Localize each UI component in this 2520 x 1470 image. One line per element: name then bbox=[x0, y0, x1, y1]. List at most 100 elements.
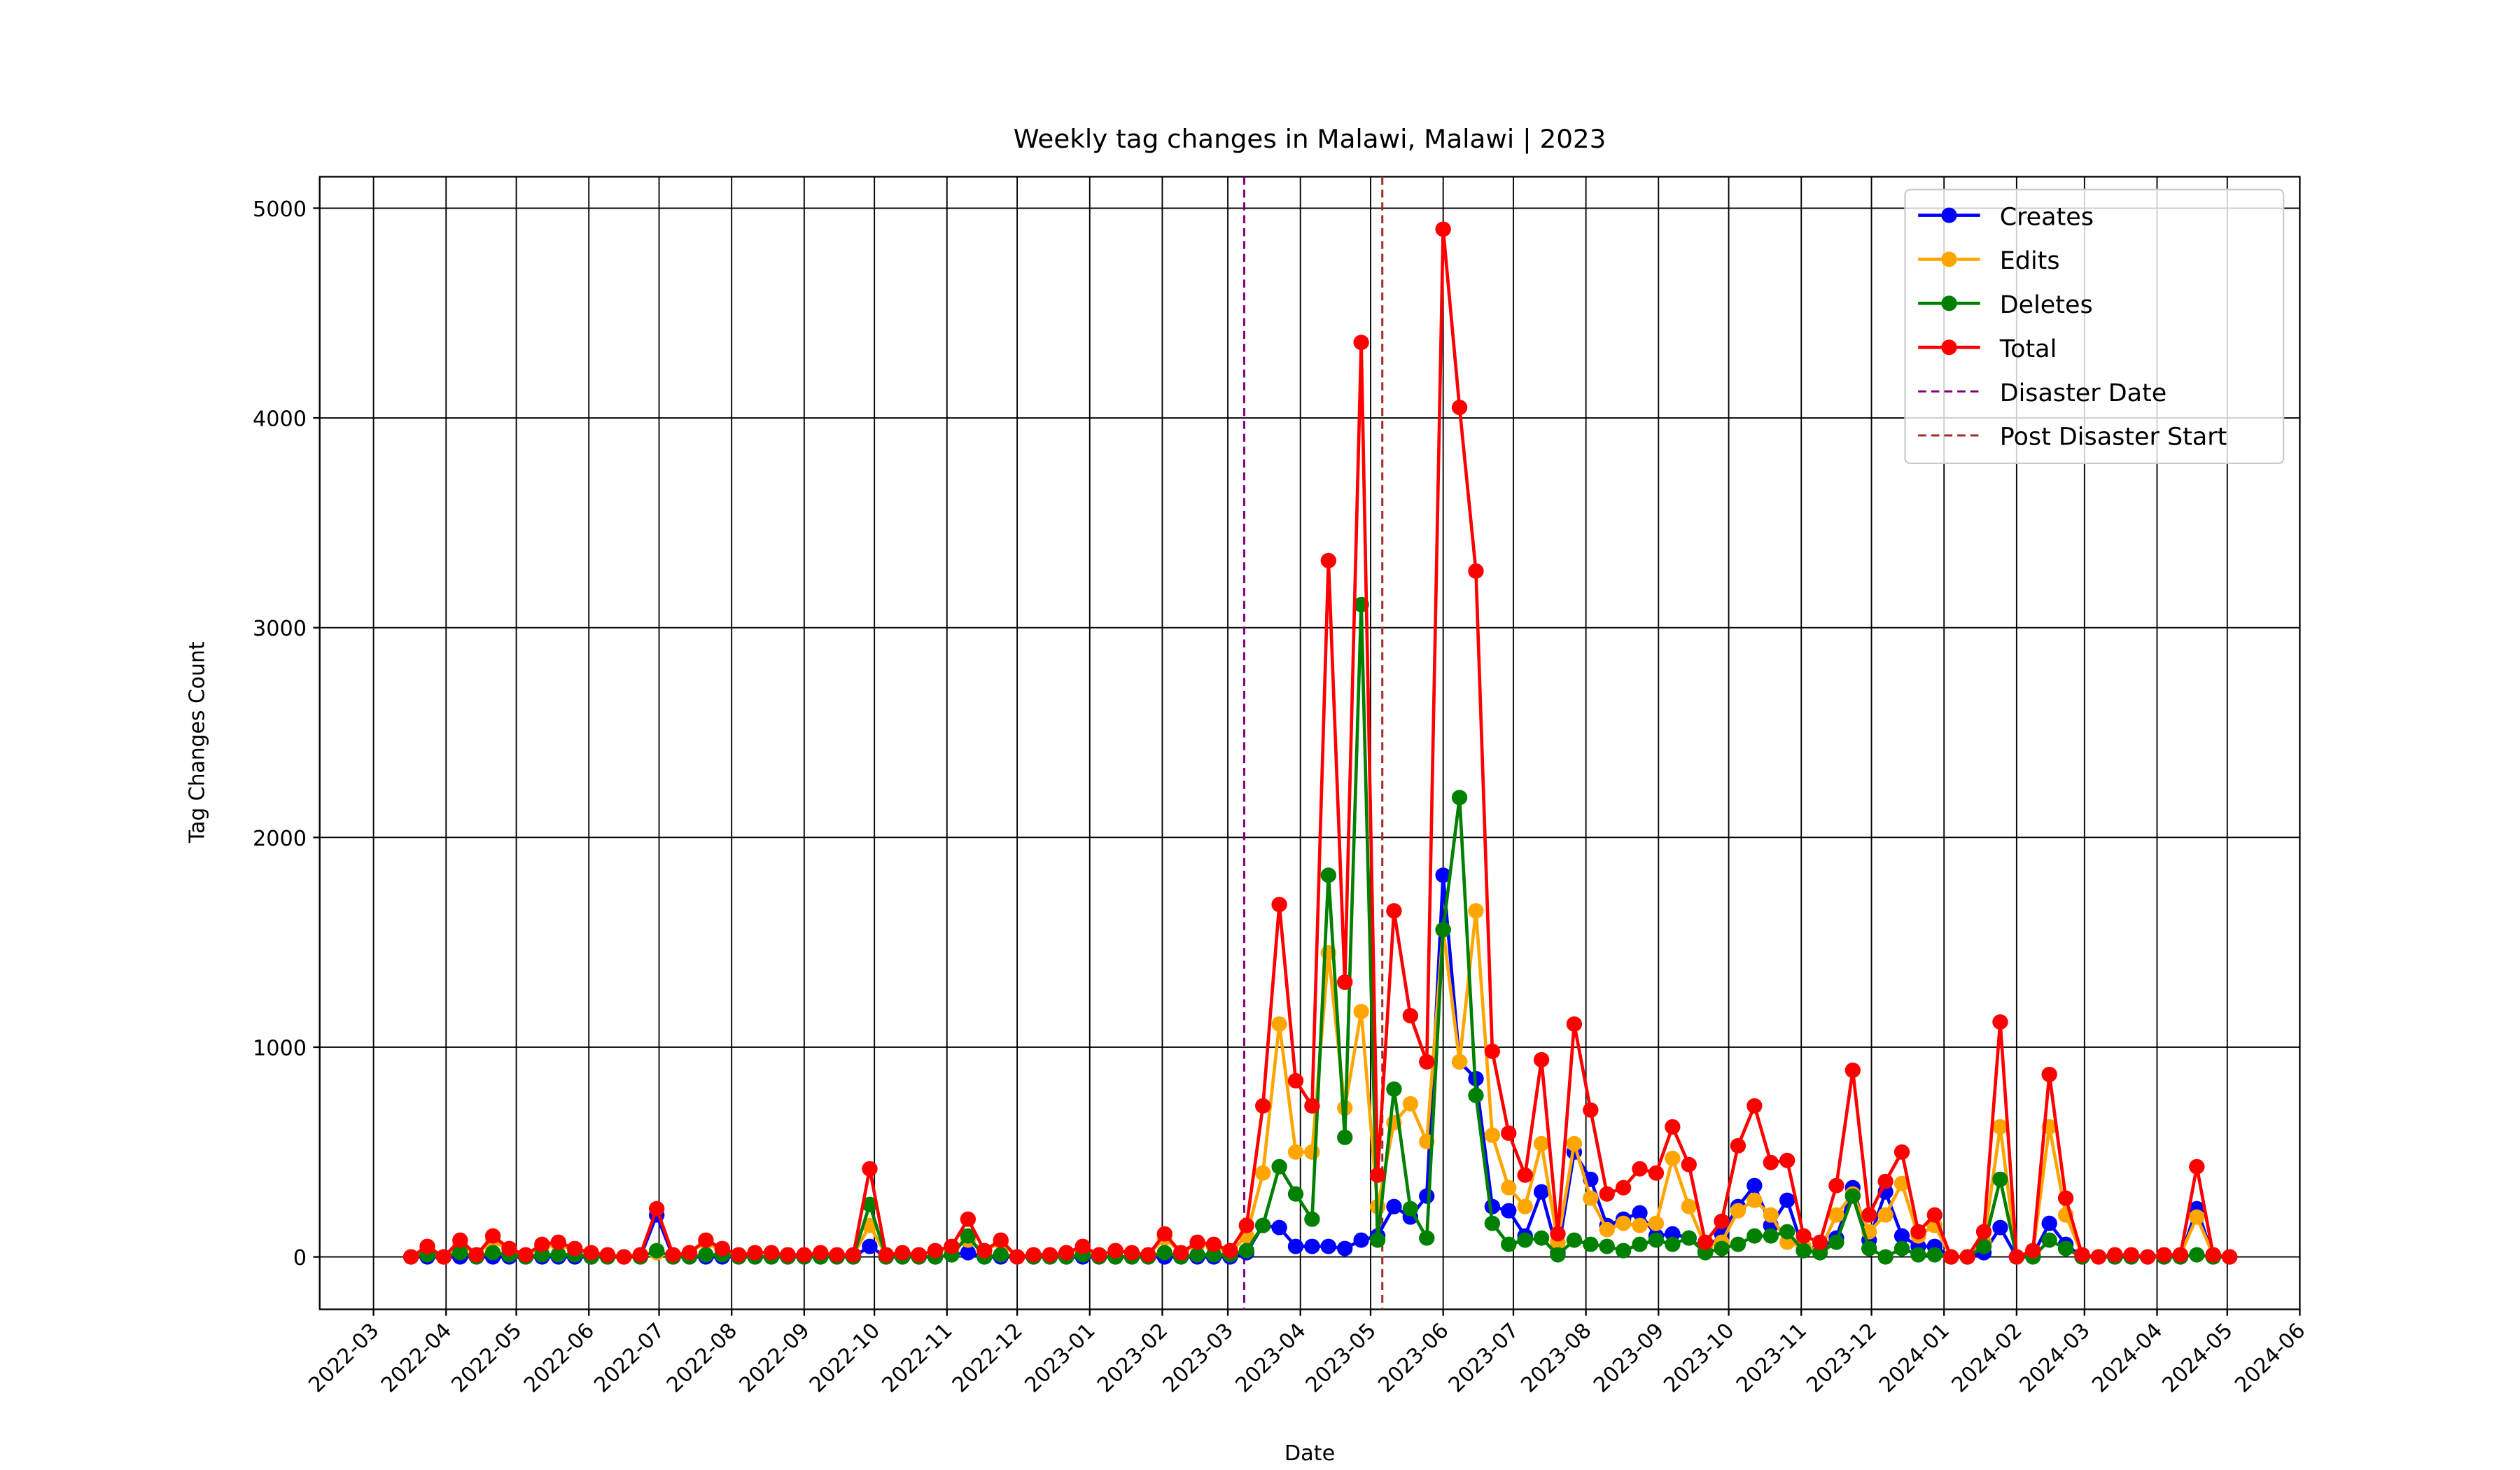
data-point bbox=[1353, 335, 1369, 351]
data-point bbox=[976, 1242, 993, 1259]
data-point bbox=[1893, 1228, 1910, 1244]
y-tick-label: 3000 bbox=[253, 617, 307, 641]
data-point bbox=[2189, 1158, 2205, 1175]
legend-label: Post Disaster Start bbox=[2000, 424, 2227, 451]
data-point bbox=[1304, 1144, 1320, 1160]
data-point bbox=[1665, 1150, 1681, 1166]
data-point bbox=[1271, 1219, 1287, 1236]
data-point bbox=[944, 1238, 960, 1254]
data-point bbox=[2057, 1190, 2074, 1206]
data-point bbox=[1304, 1238, 1320, 1254]
data-point bbox=[1304, 1098, 1320, 1114]
y-tick-label: 0 bbox=[293, 1246, 307, 1270]
data-point bbox=[1926, 1247, 1943, 1263]
data-point bbox=[1271, 1016, 1287, 1032]
data-point bbox=[1386, 1081, 1402, 1097]
data-point bbox=[1238, 1242, 1254, 1259]
data-point bbox=[468, 1247, 484, 1263]
data-point bbox=[1501, 1180, 1517, 1196]
legend-label: Creates bbox=[2000, 204, 2094, 232]
data-point bbox=[1533, 1230, 1550, 1246]
x-tick-label: 2022-09 bbox=[734, 1319, 814, 1398]
data-point bbox=[911, 1247, 927, 1263]
data-point bbox=[1484, 1127, 1501, 1143]
data-point bbox=[1648, 1215, 1665, 1231]
data-point bbox=[2123, 1247, 2139, 1263]
data-point bbox=[1763, 1228, 1779, 1244]
data-point bbox=[2041, 1066, 2057, 1082]
data-point bbox=[780, 1247, 796, 1263]
data-point bbox=[501, 1240, 517, 1256]
data-point bbox=[1337, 1129, 1353, 1145]
data-point bbox=[1369, 1232, 1386, 1248]
data-point bbox=[1779, 1152, 1795, 1168]
data-point bbox=[1861, 1240, 1877, 1256]
data-point bbox=[1353, 1003, 1369, 1020]
data-point bbox=[1091, 1247, 1107, 1263]
data-point bbox=[1746, 1228, 1763, 1244]
data-point bbox=[1304, 1211, 1320, 1227]
data-point bbox=[1844, 1062, 1861, 1078]
data-point bbox=[616, 1249, 632, 1265]
data-point bbox=[1222, 1242, 1238, 1259]
data-point bbox=[1877, 1249, 1893, 1265]
data-point bbox=[1468, 563, 1484, 579]
data-point bbox=[419, 1238, 435, 1254]
data-point bbox=[402, 1249, 419, 1265]
data-point bbox=[1681, 1198, 1697, 1214]
legend-label: Deletes bbox=[2000, 291, 2093, 319]
data-point bbox=[681, 1245, 698, 1261]
data-point bbox=[1665, 1119, 1681, 1135]
data-point bbox=[1763, 1154, 1779, 1170]
data-point bbox=[599, 1247, 616, 1263]
data-point bbox=[1287, 1238, 1304, 1254]
data-point bbox=[731, 1247, 747, 1263]
data-point bbox=[993, 1247, 1009, 1263]
data-point bbox=[1893, 1240, 1910, 1256]
data-point bbox=[1795, 1228, 1812, 1244]
data-point bbox=[1844, 1188, 1861, 1204]
data-point bbox=[550, 1234, 566, 1250]
data-point bbox=[435, 1249, 452, 1265]
data-point bbox=[1550, 1247, 1566, 1263]
data-point bbox=[1632, 1236, 1648, 1252]
data-point bbox=[484, 1228, 501, 1244]
legend-marker bbox=[1941, 295, 1957, 312]
data-point bbox=[1402, 1007, 1419, 1024]
data-point bbox=[1320, 552, 1337, 568]
data-point bbox=[1599, 1238, 1615, 1254]
y-tick-label: 5000 bbox=[253, 197, 307, 222]
data-point bbox=[1205, 1236, 1222, 1252]
x-tick-label: 2023-03 bbox=[1158, 1319, 1238, 1398]
data-point bbox=[1189, 1247, 1205, 1263]
x-tick-label: 2022-03 bbox=[304, 1319, 384, 1398]
x-tick-label: 2024-03 bbox=[2015, 1319, 2094, 1398]
data-point bbox=[747, 1245, 763, 1261]
data-point bbox=[1583, 1236, 1599, 1252]
data-point bbox=[1795, 1242, 1812, 1259]
data-point bbox=[1320, 867, 1337, 883]
data-point bbox=[1402, 1096, 1419, 1112]
data-point bbox=[484, 1245, 501, 1261]
data-point bbox=[583, 1245, 599, 1261]
data-point bbox=[1337, 974, 1353, 990]
series-line bbox=[410, 910, 2230, 1259]
x-tick-label: 2022-07 bbox=[589, 1319, 669, 1398]
data-point bbox=[1615, 1242, 1632, 1259]
data-point bbox=[862, 1238, 878, 1254]
data-point bbox=[2189, 1247, 2205, 1263]
x-tick-label: 2023-12 bbox=[1802, 1319, 1882, 1398]
data-point bbox=[1910, 1247, 1926, 1263]
data-point bbox=[1812, 1234, 1828, 1250]
data-point bbox=[2172, 1247, 2189, 1263]
data-point bbox=[2107, 1247, 2123, 1263]
data-point bbox=[452, 1245, 468, 1261]
data-point bbox=[649, 1242, 665, 1259]
data-point bbox=[1828, 1234, 1844, 1250]
data-point bbox=[1386, 903, 1402, 919]
data-point bbox=[2221, 1249, 2238, 1265]
data-point bbox=[1714, 1213, 1730, 1229]
x-tick-label: 2022-10 bbox=[805, 1319, 885, 1398]
data-point bbox=[1140, 1247, 1156, 1263]
